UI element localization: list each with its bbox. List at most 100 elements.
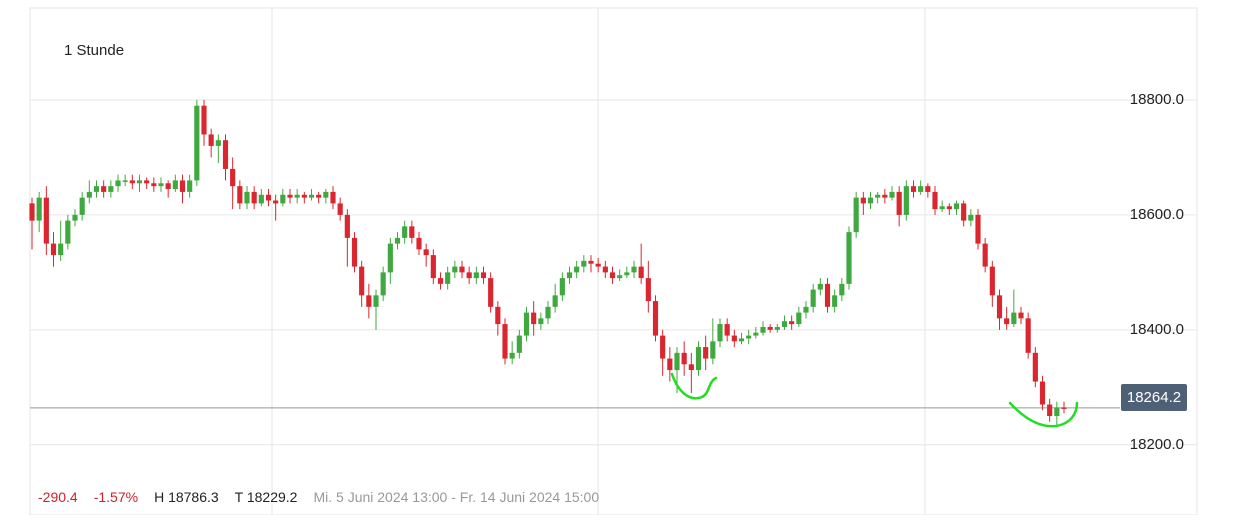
- candle-body: [344, 214, 350, 238]
- candle-body: [602, 266, 608, 273]
- candle-body: [1025, 318, 1031, 353]
- candle-body: [896, 191, 902, 215]
- candle-body: [301, 194, 307, 198]
- candle-body: [975, 214, 981, 244]
- candle-body: [566, 272, 573, 279]
- candle-body: [817, 283, 823, 290]
- candle-body: [609, 272, 616, 279]
- candle-body: [746, 335, 752, 339]
- candle-body: [93, 186, 100, 192]
- candle-body: [402, 226, 408, 238]
- candle-body: [889, 191, 895, 198]
- candle-body: [330, 191, 336, 204]
- candle-body: [731, 335, 737, 342]
- candle-body: [222, 140, 229, 169]
- candle-body: [359, 266, 365, 296]
- candle-body: [201, 105, 207, 135]
- candle-body: [516, 335, 522, 353]
- candle-body: [86, 191, 92, 198]
- candle-body: [58, 243, 64, 256]
- candle-body: [172, 180, 178, 190]
- candle-body: [1011, 312, 1017, 325]
- candle-body: [502, 324, 508, 359]
- candle-body: [523, 312, 530, 336]
- candle-body: [488, 278, 494, 307]
- high-value: H 18786.3: [154, 489, 219, 505]
- candle-body: [645, 278, 651, 302]
- low-value: T 18229.2: [234, 489, 298, 505]
- change-percent: -1.57%: [93, 489, 139, 505]
- candle-body: [760, 326, 766, 333]
- date-range: Mi. 5 Juni 2024 13:00 - Fr. 14 Juni 2024…: [313, 489, 600, 505]
- candle-body: [115, 180, 121, 187]
- candle-body: [796, 312, 802, 325]
- candle-body: [774, 326, 780, 330]
- candle-body: [588, 260, 594, 264]
- candle-body: [767, 326, 773, 330]
- candle-body: [824, 283, 831, 307]
- candle-body: [122, 180, 128, 182]
- candle-body: [165, 183, 171, 190]
- candle-body: [79, 197, 85, 215]
- candle-body: [129, 180, 135, 184]
- candle-body: [108, 186, 114, 192]
- annotation-curve-left: [670, 372, 718, 400]
- interval-label: 1 Stunde: [64, 42, 125, 59]
- candle-body: [337, 203, 343, 215]
- y-tick-label: 18200.0: [1129, 435, 1184, 453]
- candle-body: [308, 194, 315, 198]
- candle-body: [445, 272, 451, 284]
- candle-body: [803, 306, 809, 313]
- candle-body: [416, 237, 422, 250]
- candle-body: [72, 214, 78, 221]
- change-absolute: -290.4: [38, 489, 78, 505]
- candle-body: [136, 180, 143, 184]
- candle-body: [989, 266, 995, 296]
- candle-body: [387, 243, 393, 273]
- candle-body: [846, 232, 852, 284]
- y-tick-label: 18800.0: [1129, 90, 1184, 108]
- candle-body: [323, 191, 329, 198]
- candle-body: [703, 347, 709, 359]
- candle-body: [810, 289, 816, 307]
- candle-body: [638, 266, 644, 279]
- candle-body: [495, 306, 501, 325]
- candle-body: [452, 266, 458, 273]
- candle-body: [237, 186, 243, 204]
- candle-body: [875, 194, 881, 198]
- candle-body: [574, 266, 580, 273]
- candle-body: [179, 180, 186, 192]
- candle-body: [724, 324, 730, 336]
- candle-body: [351, 237, 358, 267]
- candle-body: [839, 283, 845, 296]
- candle-body: [953, 203, 960, 210]
- candle-body: [287, 194, 293, 198]
- candle-body: [946, 206, 952, 210]
- candle-body: [273, 200, 279, 204]
- candle-body: [1032, 352, 1038, 382]
- candle-body: [1039, 381, 1046, 405]
- candle-body: [280, 194, 286, 204]
- candle-body: [674, 352, 680, 371]
- candle-body: [409, 226, 415, 238]
- plot-border: [29, 7, 1198, 516]
- stats-footer: -290.4 -1.57% H 18786.3 T 18229.2 Mi. 5 …: [38, 489, 615, 505]
- candle-body: [631, 266, 637, 273]
- last-price-tag: 18264.2: [1121, 384, 1187, 411]
- candle-body: [265, 194, 272, 201]
- candle-body: [860, 197, 866, 204]
- candle-body: [1047, 404, 1053, 417]
- candle-body: [531, 312, 537, 325]
- candle-body: [459, 266, 465, 273]
- candle-body: [50, 243, 57, 256]
- candle-body: [932, 191, 938, 210]
- candle-body: [509, 352, 515, 359]
- candle-body: [595, 263, 601, 267]
- candle-body: [430, 255, 436, 279]
- candle-body: [717, 324, 723, 342]
- candle-body: [1018, 312, 1024, 319]
- candle-body: [652, 301, 659, 336]
- candle-body: [581, 260, 587, 267]
